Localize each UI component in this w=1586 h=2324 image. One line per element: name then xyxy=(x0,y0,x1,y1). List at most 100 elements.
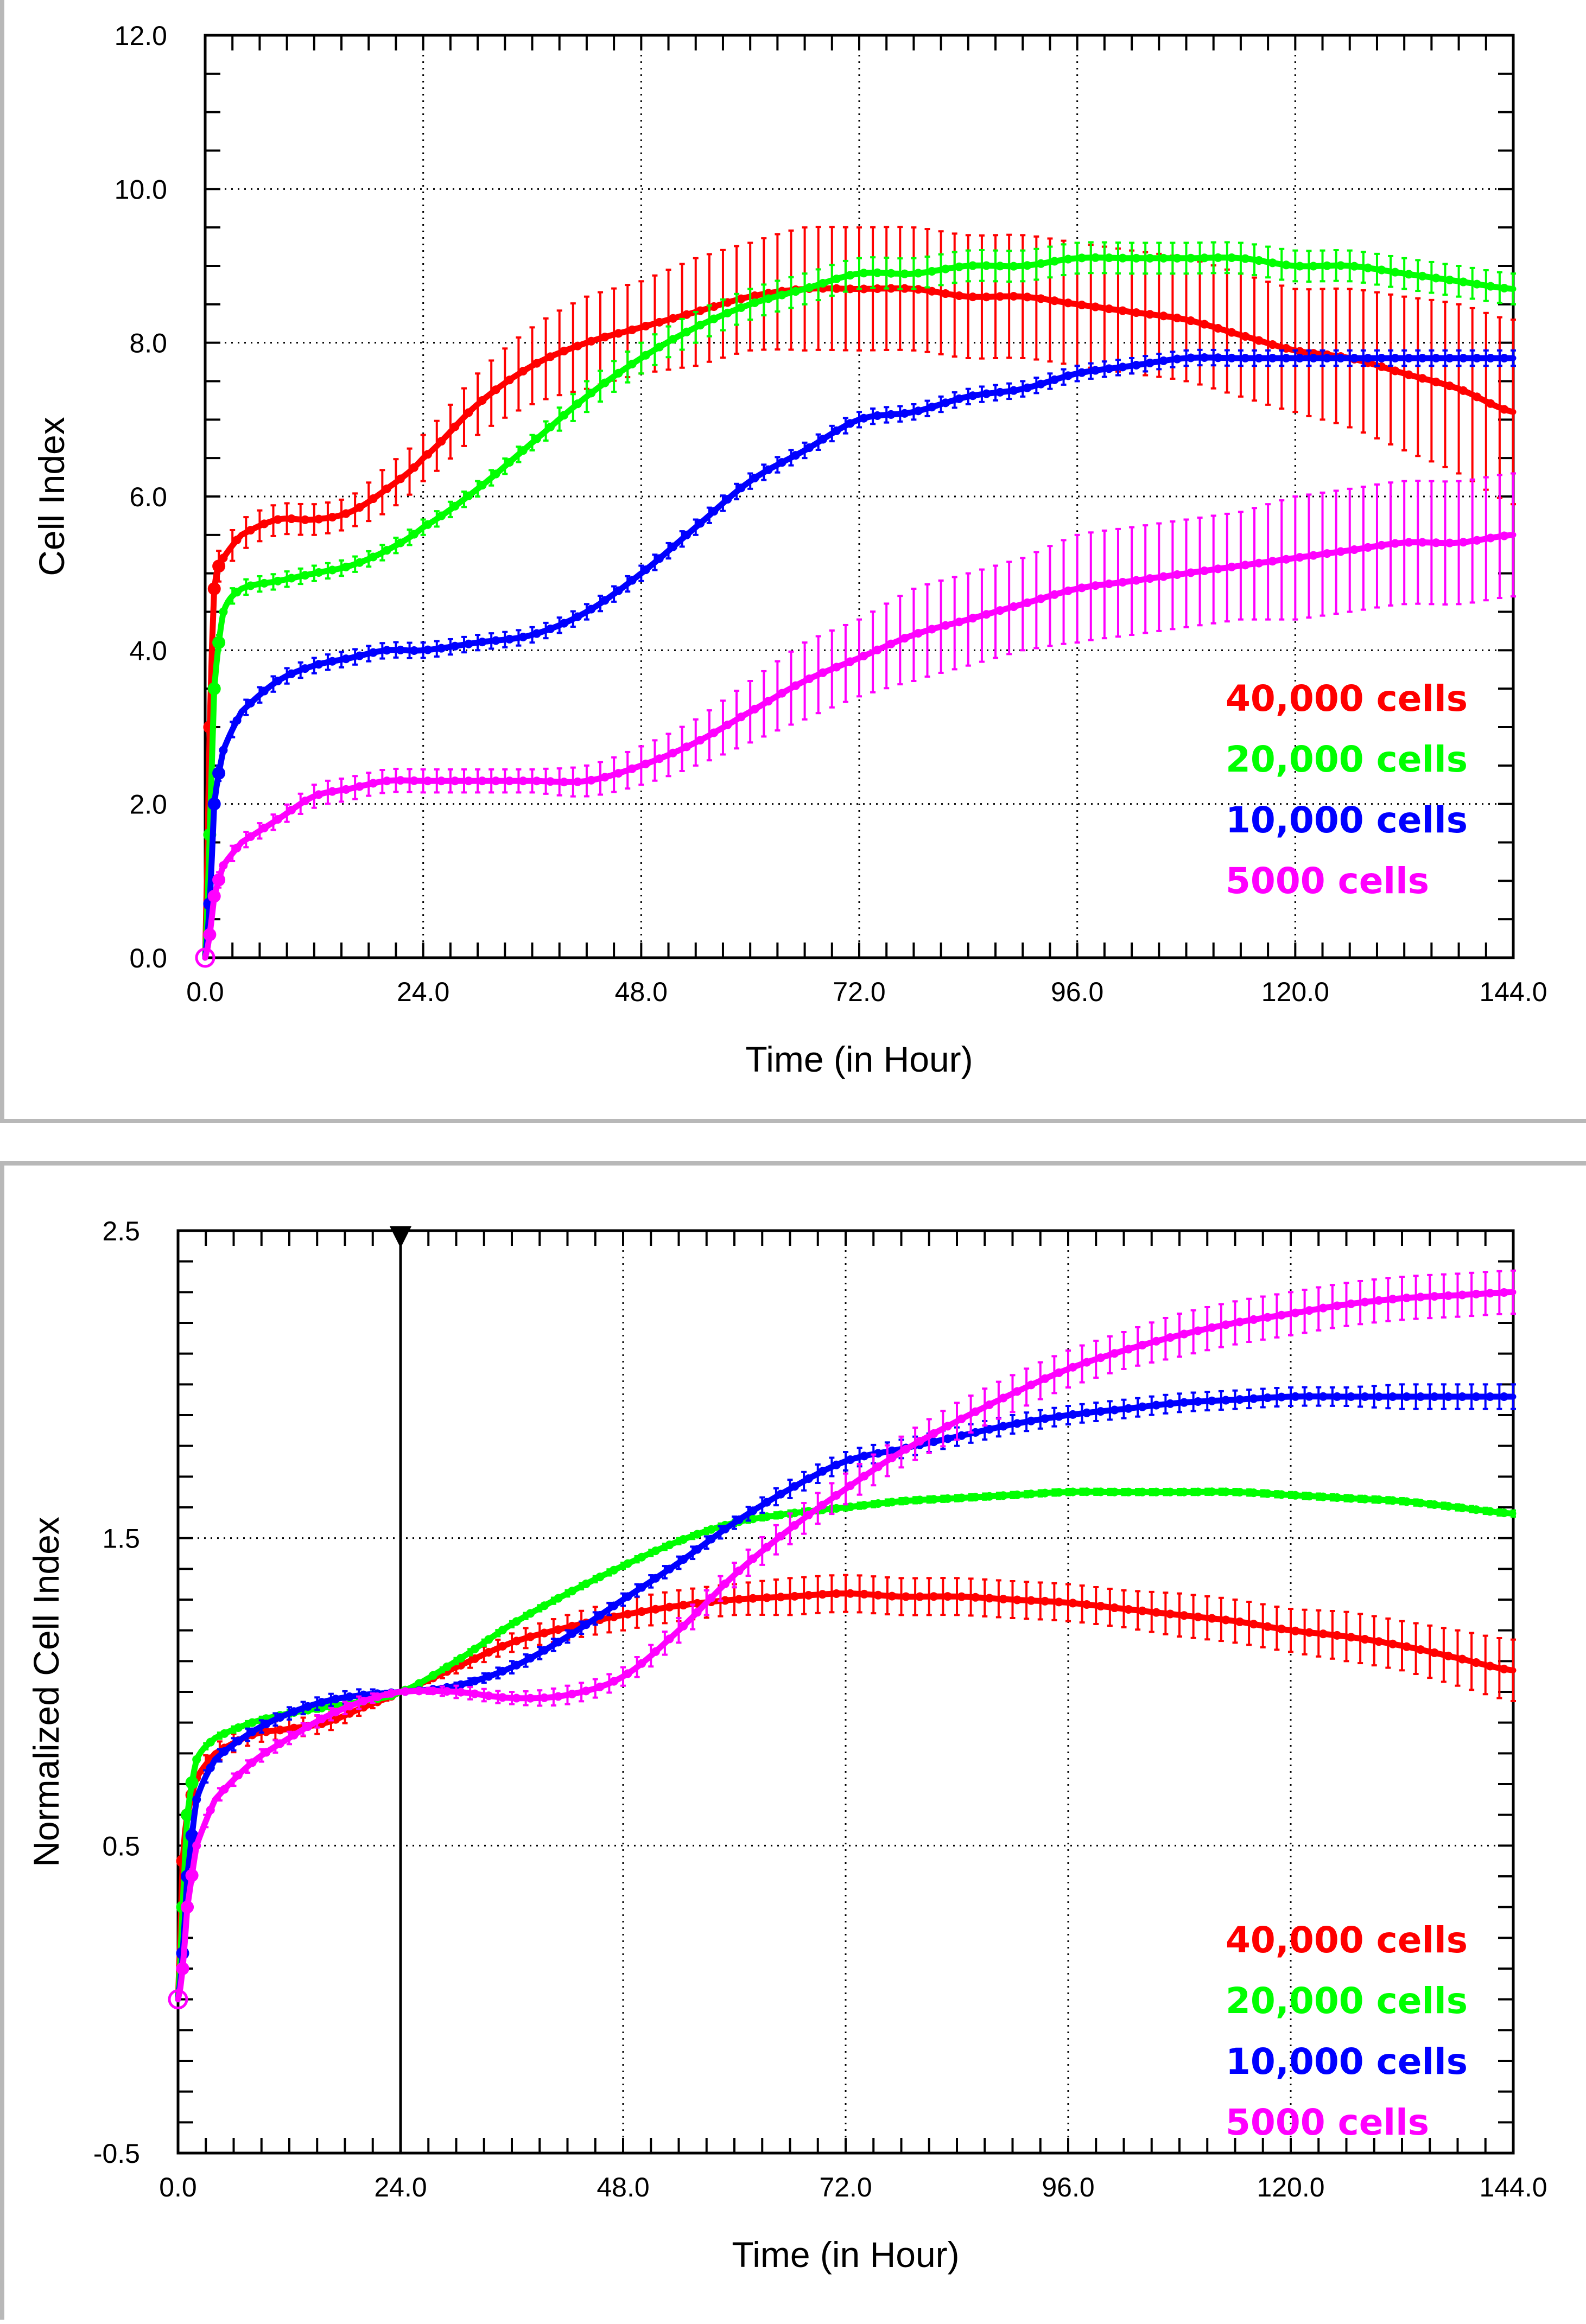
data-point xyxy=(637,1583,646,1592)
data-point xyxy=(971,1593,980,1602)
data-point xyxy=(248,1718,257,1727)
data-point xyxy=(259,519,269,529)
data-point xyxy=(1145,358,1154,367)
data-point xyxy=(1013,1387,1022,1396)
data-point xyxy=(1082,1358,1092,1367)
y-tick-label: 10.0 xyxy=(115,174,167,205)
data-point xyxy=(999,1491,1008,1500)
data-point xyxy=(804,1511,813,1520)
data-point xyxy=(1295,347,1304,356)
data-point xyxy=(832,663,841,672)
data-point xyxy=(999,1594,1008,1603)
data-point xyxy=(971,1407,980,1416)
data-point xyxy=(1445,275,1454,284)
data-point xyxy=(1138,1340,1147,1349)
data-point xyxy=(498,1666,507,1676)
data-point xyxy=(968,614,978,623)
data-point xyxy=(1318,1303,1328,1313)
data-point xyxy=(1291,1491,1300,1500)
series-group xyxy=(175,1269,1517,2003)
data-point xyxy=(185,1776,199,1790)
data-point xyxy=(955,262,964,271)
data-point xyxy=(273,576,282,585)
data-point xyxy=(532,434,541,443)
x-tick-label: 96.0 xyxy=(1042,2172,1094,2202)
data-point xyxy=(219,607,228,616)
data-point xyxy=(1054,1597,1063,1607)
data-point xyxy=(212,767,226,780)
data-point xyxy=(1486,282,1495,291)
data-point xyxy=(1263,1489,1272,1498)
legend-entry-40-000-cells: 40,000 cells xyxy=(1226,678,1468,720)
data-point xyxy=(1347,1299,1356,1308)
data-point xyxy=(1444,1651,1453,1660)
data-point xyxy=(1124,1404,1133,1413)
data-point xyxy=(1159,253,1168,263)
data-point xyxy=(303,1702,313,1711)
y-tick-label: 0.0 xyxy=(129,943,167,973)
data-point xyxy=(207,797,221,811)
data-point xyxy=(232,588,242,597)
data-point xyxy=(1268,340,1277,349)
data-point xyxy=(600,378,610,387)
x-tick-label: 144.0 xyxy=(1479,2172,1547,2202)
data-point xyxy=(545,422,555,431)
data-point xyxy=(1194,1326,1203,1335)
data-point xyxy=(262,1748,271,1757)
data-point xyxy=(1105,253,1114,263)
data-point xyxy=(1041,1374,1050,1383)
data-point xyxy=(207,582,221,595)
data-point xyxy=(1221,1487,1230,1497)
data-point xyxy=(873,268,882,277)
data-point xyxy=(955,394,964,403)
data-point xyxy=(273,815,282,824)
data-point xyxy=(1333,1301,1342,1310)
data-point xyxy=(595,1682,605,1691)
data-point xyxy=(1096,1487,1105,1497)
data-point xyxy=(886,410,896,419)
data-point xyxy=(1082,1600,1092,1609)
data-point xyxy=(902,1496,911,1505)
data-point xyxy=(1277,1310,1286,1320)
data-point xyxy=(720,1525,729,1534)
data-point xyxy=(1458,354,1468,362)
data-point xyxy=(791,451,800,460)
data-point xyxy=(409,530,418,539)
data-point xyxy=(1471,1505,1481,1514)
data-point xyxy=(1214,253,1223,262)
data-point xyxy=(750,704,759,714)
data-point xyxy=(1200,320,1209,329)
data-point xyxy=(982,610,991,619)
data-point xyxy=(1347,1633,1356,1642)
data-point xyxy=(355,782,364,791)
data-point xyxy=(382,546,391,555)
series-group xyxy=(202,226,1517,961)
data-point xyxy=(176,1962,189,1975)
data-point xyxy=(1186,353,1195,362)
data-point xyxy=(1499,1664,1508,1673)
data-point xyxy=(206,1763,215,1772)
data-point xyxy=(1041,1488,1050,1498)
chart-panel-cell-index: 0.0 24.0 48.0 72.0 96.0 120.0 144.0 0.0 2.0 4.0 6.… xyxy=(0,0,1586,1123)
data-point xyxy=(207,682,221,696)
data-point xyxy=(181,1900,194,1914)
data-point xyxy=(1054,1412,1063,1421)
data-point xyxy=(1096,1353,1105,1362)
data-point xyxy=(341,654,351,664)
data-point xyxy=(1404,270,1413,279)
data-point xyxy=(1444,1291,1453,1300)
data-point xyxy=(679,1621,688,1631)
data-point xyxy=(1110,1405,1119,1415)
data-point xyxy=(637,1607,646,1616)
data-point xyxy=(259,823,269,832)
data-point xyxy=(540,1693,549,1702)
data-point xyxy=(1132,360,1141,370)
data-point xyxy=(913,629,923,638)
data-point xyxy=(709,507,719,516)
data-point xyxy=(1445,381,1454,391)
data-point xyxy=(595,1572,605,1582)
data-point xyxy=(345,1702,354,1711)
data-point xyxy=(623,1609,632,1619)
data-point xyxy=(1486,1289,1495,1298)
legend-entry-20-000-cells: 20,000 cells xyxy=(1226,738,1468,780)
